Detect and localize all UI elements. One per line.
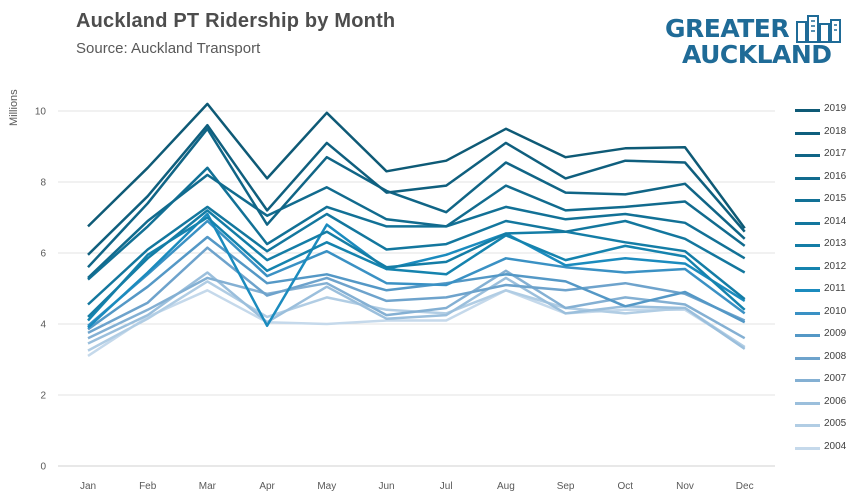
chart-title: Auckland PT Ridership by Month bbox=[76, 10, 396, 32]
x-tick-label: Mar bbox=[199, 481, 217, 492]
logo-text-line2: AUCKLAND bbox=[682, 40, 832, 69]
legend-label: 2017 bbox=[824, 148, 847, 159]
legend-label: 2014 bbox=[824, 215, 847, 227]
legend-item-2019: 2019 bbox=[795, 103, 855, 126]
y-tick-label: 2 bbox=[40, 391, 46, 402]
legend-label: 2018 bbox=[824, 125, 847, 137]
y-tick-label: 6 bbox=[40, 249, 46, 260]
legend-label: 2009 bbox=[824, 328, 847, 339]
series-line-2008 bbox=[87, 246, 746, 335]
x-tick-label: Oct bbox=[618, 481, 634, 492]
legend-swatch bbox=[795, 221, 820, 225]
greater-auckland-logo: GREATER AUCKLAND bbox=[665, 12, 847, 69]
x-tick-label: Aug bbox=[497, 481, 515, 492]
series-line-2004 bbox=[87, 289, 746, 357]
x-tick-label: Sep bbox=[557, 481, 575, 492]
chart-subtitle: Source: Auckland Transport bbox=[76, 40, 261, 57]
legend-swatch bbox=[795, 154, 820, 157]
legend-item-2017: 2017 bbox=[795, 148, 855, 171]
legend-item-2013: 2013 bbox=[795, 238, 855, 261]
legend-swatch bbox=[795, 289, 820, 292]
legend-label: 2013 bbox=[824, 238, 847, 249]
x-tick-label: Feb bbox=[139, 481, 157, 492]
legend-swatch bbox=[795, 266, 820, 270]
x-tick-label: Dec bbox=[736, 481, 754, 492]
series-line-2007 bbox=[87, 269, 746, 340]
legend-item-2014: 2014 bbox=[795, 216, 855, 239]
legend-item-2009: 2009 bbox=[795, 328, 855, 351]
legend-swatch bbox=[795, 311, 820, 315]
x-tick-label: Nov bbox=[676, 481, 694, 492]
series-line-2006 bbox=[87, 271, 746, 350]
series-line-2014 bbox=[87, 205, 746, 306]
series-line-2019 bbox=[87, 102, 746, 229]
legend-label: 2011 bbox=[824, 283, 846, 294]
x-tick-label: Jan bbox=[80, 481, 96, 492]
legend-label: 2004 bbox=[824, 440, 847, 452]
legend-item-2016: 2016 bbox=[795, 171, 855, 194]
legend-item-2007: 2007 bbox=[795, 373, 855, 396]
legend-swatch bbox=[795, 401, 820, 405]
legend-item-2018: 2018 bbox=[795, 126, 855, 149]
x-tick-label: Jul bbox=[440, 481, 453, 492]
legend-swatch bbox=[795, 176, 820, 180]
legend: 2019 2018 2017 2016 2015 2014 2013 2012 2011 2010… bbox=[795, 103, 855, 463]
legend-item-2008: 2008 bbox=[795, 351, 855, 374]
legend-label: 2019 bbox=[824, 103, 847, 114]
series-line-2012 bbox=[87, 216, 746, 322]
legend-swatch bbox=[795, 379, 820, 382]
legend-label: 2010 bbox=[824, 305, 847, 317]
legend-item-2005: 2005 bbox=[795, 418, 855, 441]
legend-item-2015: 2015 bbox=[795, 193, 855, 216]
legend-item-2010: 2010 bbox=[795, 306, 855, 329]
series-line-2009 bbox=[87, 235, 746, 331]
legend-item-2012: 2012 bbox=[795, 261, 855, 284]
y-tick-label: 8 bbox=[40, 178, 46, 189]
legend-swatch bbox=[795, 356, 820, 360]
legend-item-2011: 2011 bbox=[795, 283, 855, 306]
legend-item-2004: 2004 bbox=[795, 441, 855, 464]
series-line-2017 bbox=[87, 127, 746, 269]
y-axis-ticks: 0 2 4 6 8 10 bbox=[35, 107, 47, 473]
legend-label: 2012 bbox=[824, 260, 847, 272]
series-line-2016 bbox=[87, 173, 746, 279]
legend-label: 2015 bbox=[824, 193, 847, 204]
city-skyline-icon bbox=[796, 15, 841, 43]
logo-text-line1: GREATER bbox=[665, 14, 790, 43]
legend-label: 2007 bbox=[824, 373, 847, 384]
legend-swatch bbox=[795, 244, 820, 247]
x-tick-label: May bbox=[317, 481, 336, 492]
legend-swatch bbox=[795, 199, 820, 202]
legend-swatch bbox=[795, 446, 820, 450]
legend-label: 2008 bbox=[824, 350, 847, 362]
series-line-2015 bbox=[87, 166, 746, 281]
legend-swatch bbox=[795, 424, 820, 427]
x-axis-ticks: Jan Feb Mar Apr May Jun Jul Aug Sep Oct Nov Dec bbox=[80, 481, 754, 492]
legend-swatch bbox=[795, 334, 820, 337]
series-line-2018 bbox=[87, 123, 746, 256]
legend-swatch bbox=[795, 109, 820, 112]
legend-label: 2006 bbox=[824, 395, 847, 407]
legend-label: 2005 bbox=[824, 418, 847, 429]
series-line-2013 bbox=[87, 209, 746, 318]
y-tick-label: 10 bbox=[35, 107, 47, 118]
series-line-2010 bbox=[87, 219, 746, 327]
gridlines bbox=[58, 110, 775, 467]
legend-swatch bbox=[795, 131, 820, 135]
x-tick-label: Jun bbox=[378, 481, 394, 492]
y-tick-label: 0 bbox=[40, 462, 46, 473]
x-tick-label: Apr bbox=[259, 481, 275, 492]
y-tick-label: 4 bbox=[40, 320, 46, 331]
legend-label: 2016 bbox=[824, 170, 847, 182]
legend-item-2006: 2006 bbox=[795, 396, 855, 419]
series-lines bbox=[87, 102, 746, 357]
